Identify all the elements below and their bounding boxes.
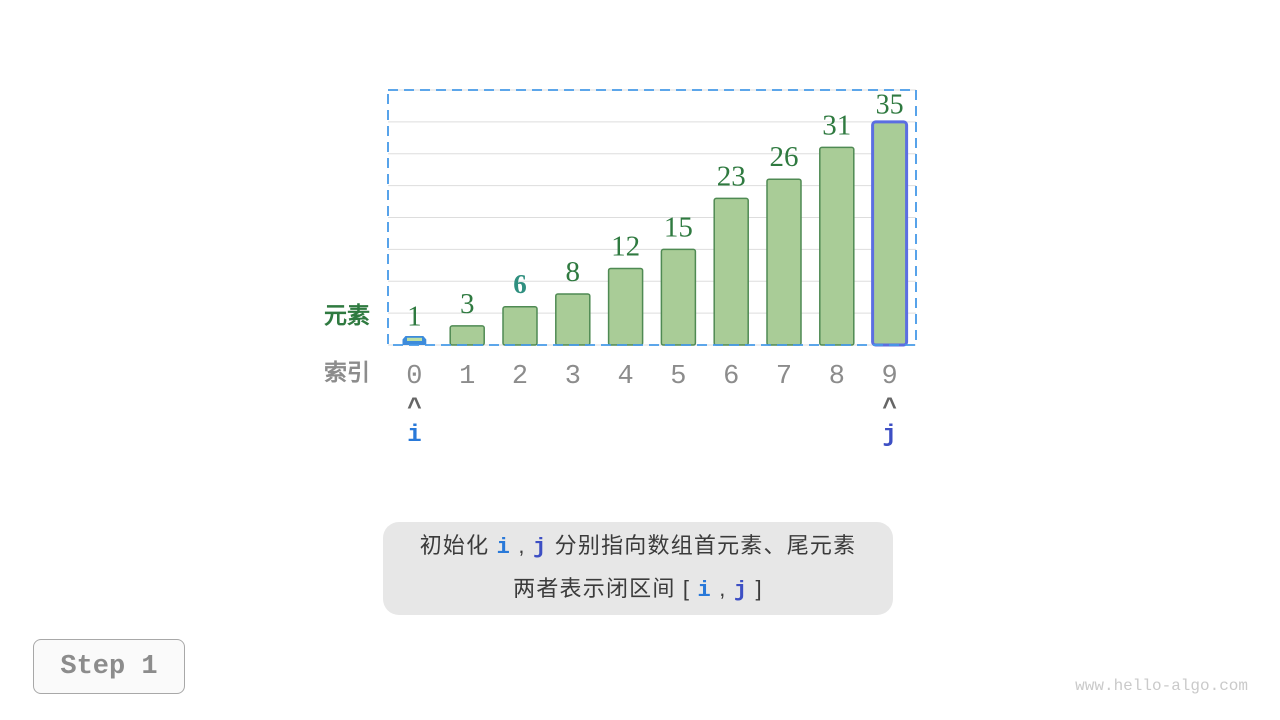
svg-text:4: 4 [617, 362, 633, 392]
svg-text:35: 35 [876, 90, 904, 121]
svg-text:元素: 元素 [324, 302, 370, 328]
svg-text:8: 8 [829, 362, 845, 392]
svg-text:^: ^ [407, 393, 422, 421]
svg-text:6: 6 [513, 269, 527, 299]
svg-text:2: 2 [512, 362, 528, 392]
svg-text:8: 8 [566, 256, 581, 288]
svg-text:1: 1 [407, 301, 422, 333]
svg-text:26: 26 [770, 141, 799, 173]
svg-text:5: 5 [670, 362, 686, 392]
svg-text:7: 7 [776, 362, 792, 392]
svg-text:31: 31 [822, 109, 851, 141]
svg-text:23: 23 [717, 160, 746, 192]
svg-text:0: 0 [406, 362, 422, 392]
svg-text:12: 12 [611, 231, 640, 263]
svg-text:j: j [882, 422, 896, 449]
svg-text:i: i [407, 422, 421, 449]
svg-text:15: 15 [664, 211, 693, 243]
svg-text:索引: 索引 [324, 359, 370, 385]
svg-text:^: ^ [882, 393, 897, 421]
svg-text:1: 1 [459, 362, 475, 392]
svg-text:9: 9 [881, 362, 897, 392]
svg-text:3: 3 [460, 288, 475, 320]
svg-text:6: 6 [723, 362, 739, 392]
svg-text:3: 3 [565, 362, 581, 392]
